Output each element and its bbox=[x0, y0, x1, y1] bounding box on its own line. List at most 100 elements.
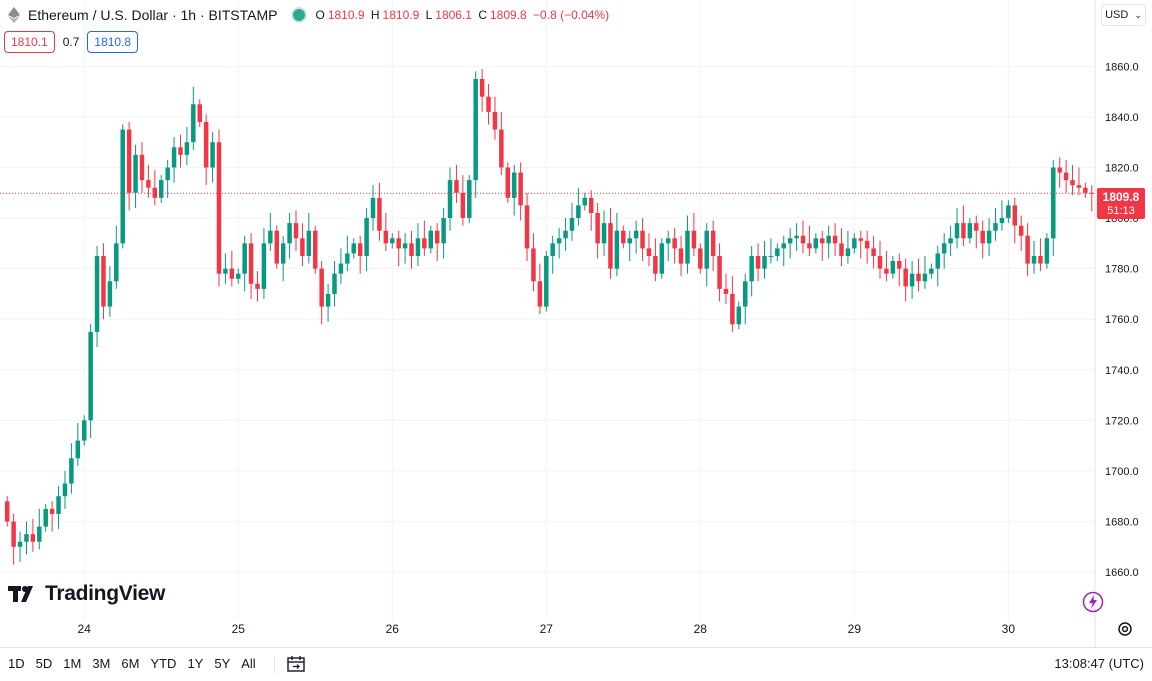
candle-body bbox=[800, 235, 806, 244]
candle-body bbox=[884, 268, 889, 274]
candle-body bbox=[146, 180, 151, 188]
candle-body bbox=[1089, 192, 1095, 194]
candle-body bbox=[319, 268, 324, 307]
candle-body bbox=[916, 273, 921, 282]
candle-body bbox=[852, 238, 857, 249]
candle-body bbox=[742, 281, 748, 307]
candle-body bbox=[935, 253, 941, 269]
candle-body bbox=[608, 223, 613, 269]
candle-body bbox=[94, 255, 100, 332]
x-tick-label: 27 bbox=[540, 622, 554, 636]
candle-body bbox=[954, 223, 960, 239]
utc-clock[interactable]: 13:08:47 (UTC) bbox=[1054, 656, 1144, 671]
candle-body bbox=[576, 205, 581, 219]
range-button-all[interactable]: All bbox=[241, 656, 256, 671]
market-status-icon[interactable] bbox=[293, 9, 306, 21]
candle-body bbox=[762, 255, 767, 269]
candle-body bbox=[325, 293, 331, 307]
candle-body bbox=[531, 248, 536, 282]
candle-body bbox=[1038, 255, 1043, 264]
candle-body bbox=[473, 78, 478, 181]
x-tick-label: 25 bbox=[232, 622, 246, 636]
candle-body bbox=[120, 129, 125, 244]
candle-body bbox=[4, 501, 10, 522]
candle-body bbox=[640, 230, 645, 249]
candle-body bbox=[261, 243, 267, 289]
candle-body bbox=[1044, 238, 1050, 264]
candle-body bbox=[499, 129, 504, 168]
candle-body bbox=[839, 243, 844, 256]
candle-body bbox=[544, 255, 549, 307]
gear-icon[interactable] bbox=[1116, 620, 1134, 638]
candle-body bbox=[479, 78, 485, 97]
candle-body bbox=[101, 255, 106, 307]
candle-body bbox=[357, 243, 363, 256]
lightning-icon[interactable] bbox=[1082, 591, 1104, 613]
price-chart[interactable]: 1660.0 1680.0 1700.0 1720.0 1740.0 1760.0 1780… bbox=[0, 0, 1152, 647]
candle-body bbox=[81, 420, 87, 441]
y-tick-label: 1740.0 bbox=[1105, 365, 1139, 377]
range-button-3m[interactable]: 3M bbox=[92, 656, 111, 671]
candle-body bbox=[486, 96, 491, 112]
candle-body bbox=[993, 223, 998, 231]
bid-ask-panel: 1810.1 0.7 1810.8 bbox=[4, 31, 139, 53]
candle-body bbox=[832, 235, 838, 244]
range-button-6m[interactable]: 6M bbox=[121, 656, 140, 671]
calendar-icon[interactable] bbox=[286, 654, 306, 674]
candle-body bbox=[1076, 185, 1082, 188]
candle-body bbox=[980, 230, 985, 244]
range-button-5d[interactable]: 5D bbox=[35, 656, 53, 671]
currency-selector[interactable]: USD ⌄ bbox=[1101, 4, 1146, 26]
tradingview-logo[interactable]: TradingView bbox=[8, 582, 165, 606]
candle-body bbox=[845, 248, 851, 256]
candle-body bbox=[454, 180, 459, 193]
candle-body bbox=[601, 223, 607, 244]
candle-body bbox=[646, 248, 652, 256]
candle-body bbox=[710, 230, 716, 256]
candle-body bbox=[428, 230, 434, 249]
change-value: −0.8 (−0.04%) bbox=[533, 8, 610, 22]
candle-body bbox=[723, 288, 729, 294]
candle-body bbox=[781, 243, 786, 249]
logo-text: TradingView bbox=[45, 582, 166, 605]
candle-body bbox=[768, 255, 774, 257]
bid-price[interactable]: 1810.1 bbox=[4, 31, 55, 53]
candle-body bbox=[1018, 225, 1024, 236]
candle-body bbox=[210, 142, 215, 168]
candle-body bbox=[717, 255, 722, 289]
candle-body bbox=[223, 268, 228, 274]
range-button-5y[interactable]: 5Y bbox=[214, 656, 231, 671]
candle-body bbox=[447, 180, 453, 219]
candle-body bbox=[986, 230, 992, 244]
candle-body bbox=[248, 243, 254, 284]
candle-body bbox=[364, 218, 369, 256]
candle-body bbox=[165, 167, 170, 181]
last-price: 1809.8 bbox=[1102, 190, 1140, 204]
candle-body bbox=[338, 263, 344, 274]
candle-body bbox=[1031, 255, 1037, 264]
candle-body bbox=[948, 238, 953, 244]
range-button-1y[interactable]: 1Y bbox=[187, 656, 204, 671]
ask-price[interactable]: 1810.8 bbox=[87, 31, 139, 53]
candle-body bbox=[383, 230, 389, 244]
range-button-1m[interactable]: 1M bbox=[63, 656, 82, 671]
toolbar-divider bbox=[274, 657, 275, 673]
y-tick-label: 1700.0 bbox=[1105, 466, 1139, 478]
candle-body bbox=[30, 534, 36, 542]
candle-body bbox=[37, 526, 42, 542]
candle-body bbox=[377, 197, 382, 231]
candle-body bbox=[961, 223, 966, 239]
candle-body bbox=[409, 243, 414, 256]
range-button-ytd[interactable]: YTD bbox=[150, 656, 177, 671]
candle-body bbox=[75, 440, 81, 459]
candle-body bbox=[274, 230, 279, 264]
range-button-1d[interactable]: 1D bbox=[8, 656, 25, 671]
candle-body bbox=[62, 483, 68, 497]
candle-body bbox=[974, 223, 979, 231]
x-tick-label: 30 bbox=[1002, 622, 1016, 636]
candle-body bbox=[390, 238, 395, 244]
candle-body bbox=[621, 230, 626, 244]
candle-body bbox=[114, 243, 119, 282]
candle-body bbox=[107, 281, 113, 307]
symbol-title[interactable]: Ethereum / U.S. Dollar · 1h · BITSTAMP bbox=[28, 7, 278, 23]
